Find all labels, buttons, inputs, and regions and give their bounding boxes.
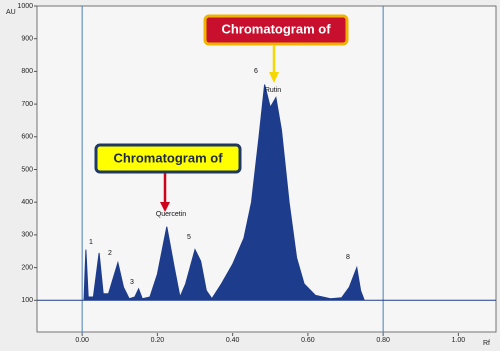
y-tick-label: 1000 bbox=[17, 3, 33, 10]
callout-box bbox=[94, 143, 242, 174]
y-tick-label: 900 bbox=[21, 36, 33, 43]
x-tick-label: 0.20 bbox=[151, 337, 165, 344]
callout-box bbox=[203, 14, 349, 46]
y-tick-label: 500 bbox=[21, 166, 33, 173]
peak-label: Quercetin bbox=[156, 211, 186, 218]
x-tick-label: 0.60 bbox=[301, 337, 315, 344]
arrow-head bbox=[160, 202, 170, 212]
peak-label: 8 bbox=[346, 254, 350, 261]
peak-label: 2 bbox=[108, 250, 112, 257]
peak-label: 5 bbox=[187, 234, 191, 241]
y-axis-label: AU bbox=[6, 9, 16, 16]
peak-label: 3 bbox=[130, 279, 134, 286]
x-tick-label: 0.40 bbox=[226, 337, 240, 344]
y-tick-label: 600 bbox=[21, 134, 33, 141]
y-tick-label: 200 bbox=[21, 264, 33, 271]
peak-label: 1 bbox=[89, 239, 93, 246]
callout-text: Chromatogram of bbox=[113, 150, 223, 165]
y-tick-label: 800 bbox=[21, 68, 33, 75]
x-axis-label: Rf bbox=[483, 340, 490, 347]
x-tick-label: 0.80 bbox=[376, 337, 390, 344]
peak-label: Rutin bbox=[265, 87, 281, 94]
arrow-head bbox=[269, 72, 279, 83]
x-tick-label: 1.00 bbox=[452, 337, 466, 344]
chromatogram bbox=[37, 84, 496, 301]
y-tick-label: 700 bbox=[21, 101, 33, 108]
y-tick-label: 400 bbox=[21, 199, 33, 206]
peak-label: 6 bbox=[254, 68, 258, 75]
y-tick-label: 100 bbox=[21, 297, 33, 304]
x-tick-label: 0.00 bbox=[75, 337, 89, 344]
callout-text: Chromatogram of bbox=[221, 21, 331, 36]
y-tick-label: 300 bbox=[21, 232, 33, 239]
